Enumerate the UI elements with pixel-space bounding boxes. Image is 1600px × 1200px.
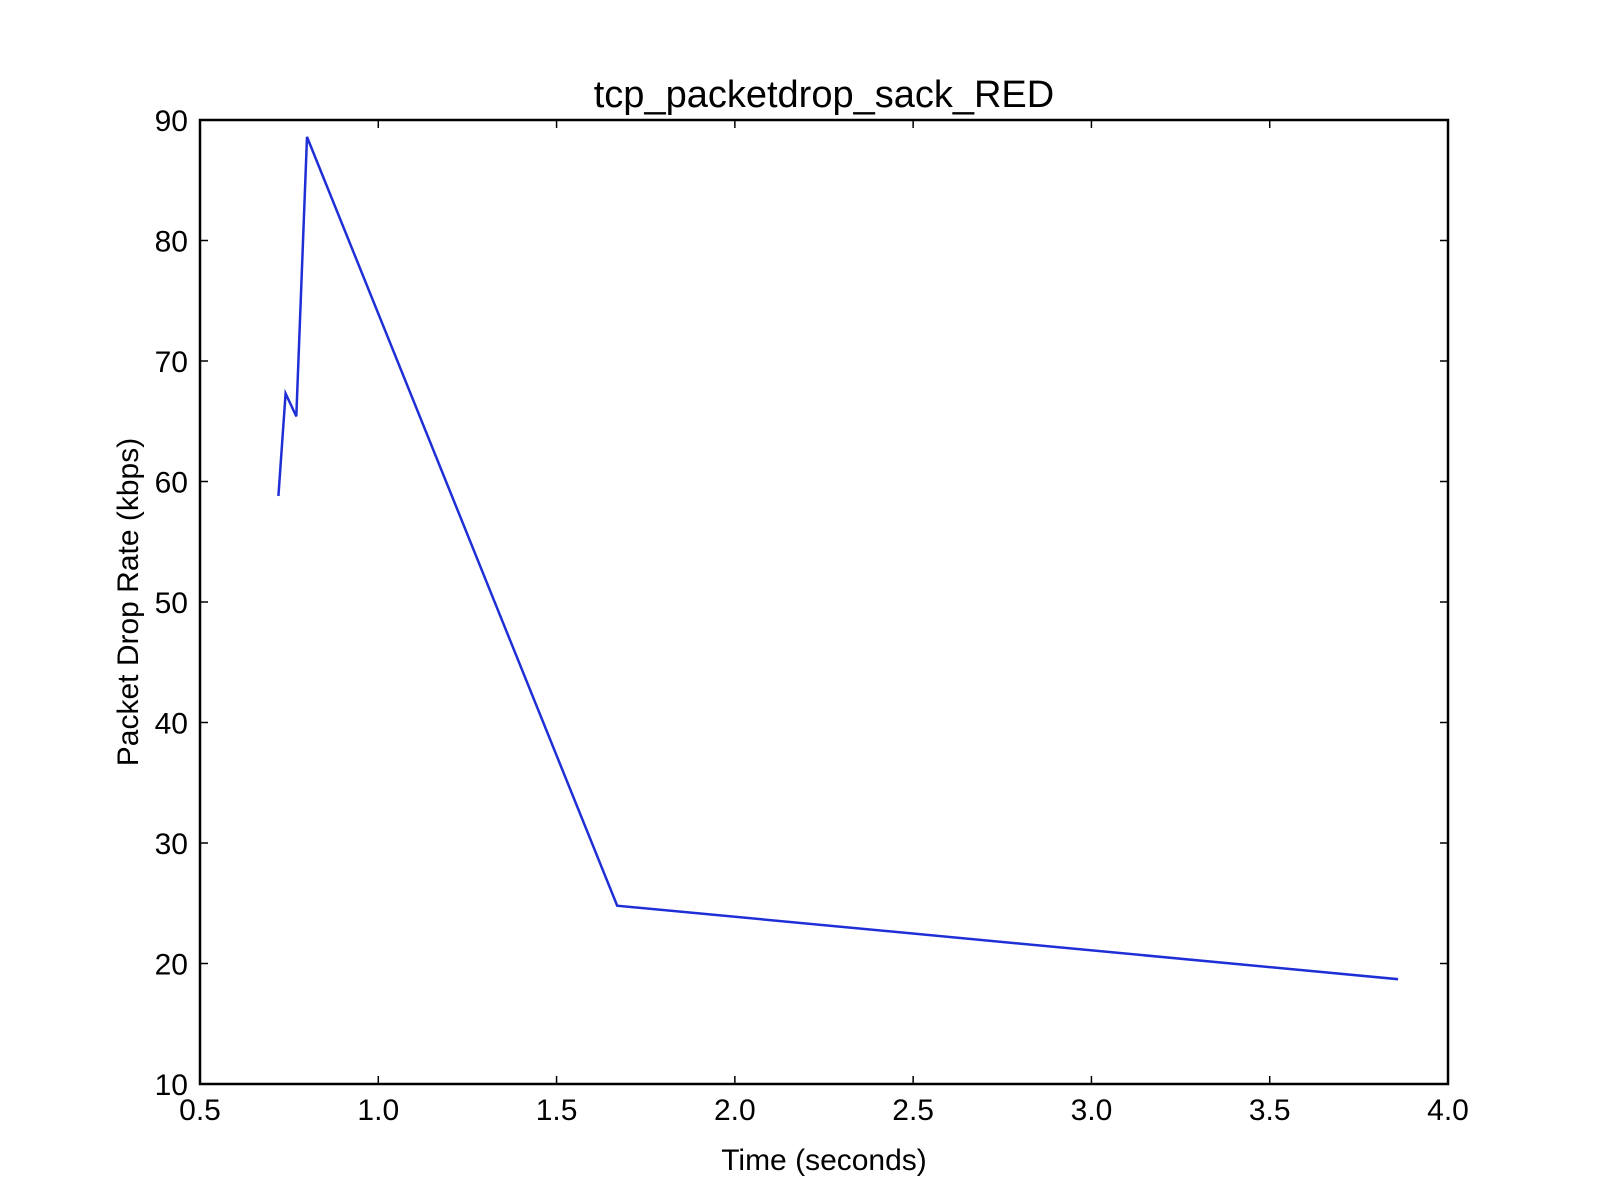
x-tick-label: 2.0 (714, 1094, 756, 1127)
x-axis-label: Time (seconds) (721, 1144, 927, 1177)
tick-labels: 0.5 1.0 1.5 2.0 2.5 3.0 3.5 4.0 10 20 30 40 50 60 70 80… (155, 105, 1469, 1127)
y-tick-label: 60 (155, 467, 188, 500)
y-tick-label: 50 (155, 587, 188, 620)
x-tick-label: 0.5 (179, 1094, 221, 1127)
y-axis-label: Packet Drop Rate (kbps) (112, 438, 145, 766)
y-tick-label: 40 (155, 708, 188, 741)
x-tick-label: 1.0 (357, 1094, 399, 1127)
series-line (277, 136, 1399, 981)
tick-marks (199, 119, 1449, 1085)
x-tick-label: 1.5 (536, 1094, 578, 1127)
y-tick-label: 70 (155, 346, 188, 379)
x-tick-label: 3.0 (1071, 1094, 1113, 1127)
y-tick-label: 90 (155, 105, 188, 138)
x-tick-label: 4.0 (1427, 1094, 1469, 1127)
y-tick-label: 30 (155, 828, 188, 861)
y-tick-label: 10 (155, 1069, 188, 1102)
plot-area (198, 118, 1450, 1086)
x-tick-label: 2.5 (892, 1094, 934, 1127)
x-tick-label: 3.5 (1249, 1094, 1291, 1127)
y-tick-label: 80 (155, 226, 188, 259)
chart-title: tcp_packetdrop_sack_RED (594, 74, 1054, 116)
y-tick-label: 20 (155, 949, 188, 982)
